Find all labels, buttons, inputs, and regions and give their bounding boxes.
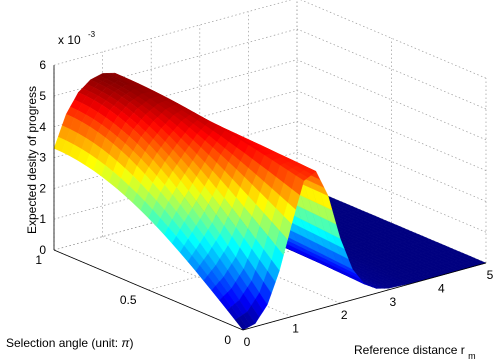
z-axis-label: Expected desity of progress xyxy=(25,86,39,234)
x-axis-line xyxy=(242,262,487,331)
x-axis-label-subscript: m xyxy=(468,351,476,361)
z-exponent-power: -3 xyxy=(88,30,96,39)
y-tick-label: 1 xyxy=(35,253,42,267)
sidewall-grid-z xyxy=(296,28,487,110)
z-tick-label: 2 xyxy=(39,181,46,195)
x-tick-label: 5 xyxy=(487,268,494,282)
sidewall-grid-z xyxy=(296,59,487,141)
x-tick-label: 3 xyxy=(389,295,396,309)
surface xyxy=(53,72,487,331)
z-tick-label: 1 xyxy=(39,212,46,226)
y-axis-label-main: Selection angle (unit: xyxy=(6,336,121,350)
axes-lines xyxy=(53,65,487,331)
y-axis-label: Selection angle (unit: π) xyxy=(6,336,133,350)
y-axis-label-symbol: π xyxy=(121,336,130,350)
y-axis-line xyxy=(53,249,244,331)
y-tick-label: 0 xyxy=(224,333,231,347)
z-exponent-base: x 10 xyxy=(58,33,81,47)
x-tick-label: 2 xyxy=(341,308,348,322)
z-tick-label: 5 xyxy=(39,89,46,103)
z-tick-label: 4 xyxy=(39,120,46,134)
x-axis-label: Reference distance r m xyxy=(354,343,476,361)
x-tick-label: 4 xyxy=(438,281,445,295)
z-tick-label: 6 xyxy=(39,58,46,72)
sidewall-grid-z xyxy=(296,121,487,202)
x-axis-label-main: Reference distance r xyxy=(354,343,465,357)
surface-patch xyxy=(234,317,248,331)
y-axis-label-close: ) xyxy=(129,336,133,350)
z-tick-label: 0 xyxy=(39,243,46,257)
x-tick-label: 0 xyxy=(244,335,251,349)
z-tick-label: 3 xyxy=(39,151,46,165)
y-tick-label: 0.5 xyxy=(120,293,137,307)
x-tick-label: 1 xyxy=(292,322,299,336)
